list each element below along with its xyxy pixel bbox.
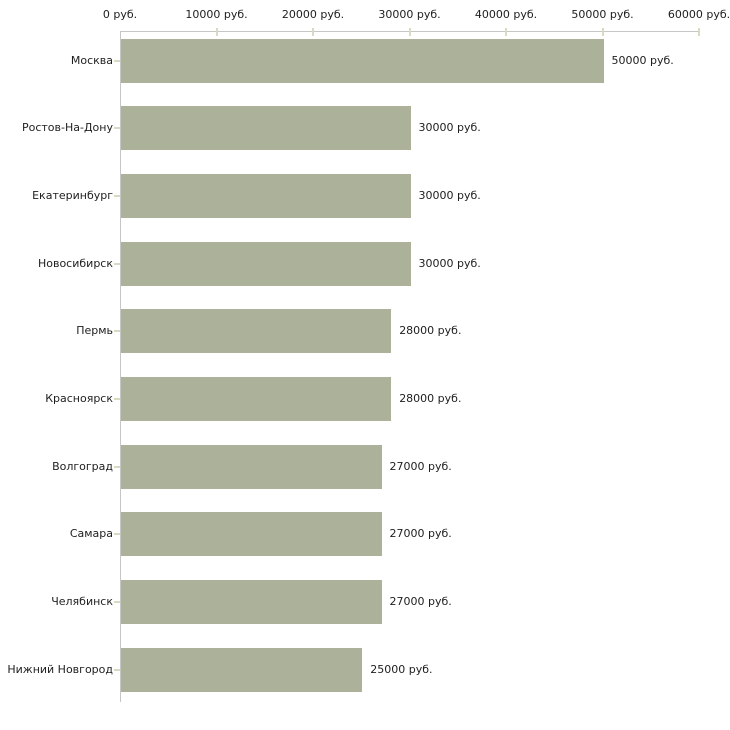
bar-row: Москва 50000 руб. — [0, 38, 730, 83]
x-axis-tick-label: 30000 руб. — [378, 8, 441, 21]
category-tick-mark — [114, 194, 120, 197]
value-label: 30000 руб. — [418, 256, 481, 270]
bar-row: Нижний Новгород 25000 руб. — [0, 647, 730, 692]
category-tick-mark — [114, 465, 120, 468]
category-tick-mark — [114, 127, 120, 130]
value-label: 27000 руб. — [389, 595, 452, 609]
bar — [121, 241, 411, 286]
bar-row: Ростов-На-Дону 30000 руб. — [0, 106, 730, 151]
value-label: 25000 руб. — [370, 662, 433, 676]
category-label: Москва — [70, 53, 113, 67]
category-tick-mark — [114, 398, 120, 400]
category-label: Пермь — [76, 324, 113, 338]
value-label: 28000 руб. — [399, 392, 462, 405]
category-label: Волгоград — [52, 459, 113, 473]
bar-row: Челябинск 27000 руб. — [0, 580, 730, 625]
bar-row: Новосибирск 30000 руб. — [0, 241, 730, 286]
category-tick-mark — [114, 668, 120, 671]
bar — [121, 444, 382, 489]
category-label: Красноярск — [45, 392, 113, 405]
value-label: 30000 руб. — [418, 121, 481, 135]
x-axis-tick-mark — [698, 28, 700, 36]
x-axis-tick-mark — [505, 28, 507, 36]
category-label: Нижний Новгород — [7, 662, 113, 676]
x-axis-tick-mark — [215, 28, 218, 36]
bar-row: Красноярск 28000 руб. — [0, 377, 730, 421]
bar — [121, 647, 363, 692]
bar-row: Пермь 28000 руб. — [0, 309, 730, 354]
value-label: 30000 руб. — [418, 188, 481, 202]
bar-row: Волгоград 27000 руб. — [0, 444, 730, 489]
category-tick-mark — [114, 330, 120, 333]
x-axis-tick-label: 60000 руб. — [667, 8, 730, 21]
x-axis-tick-label: 0 руб. — [102, 8, 138, 21]
value-label: 27000 руб. — [389, 527, 452, 541]
bar — [121, 173, 411, 218]
bar-row: Самара 27000 руб. — [0, 512, 730, 557]
bar-row: Екатеринбург 30000 руб. — [0, 173, 730, 218]
x-axis-tick-label: 20000 руб. — [281, 8, 345, 21]
x-axis-tick-mark — [601, 28, 604, 36]
bar — [121, 377, 392, 421]
category-label: Самара — [69, 527, 113, 541]
category-label: Челябинск — [51, 595, 113, 609]
category-tick-mark — [114, 262, 120, 265]
category-label: Екатеринбург — [32, 188, 113, 202]
category-label: Новосибирск — [37, 256, 113, 270]
y-axis-line — [120, 31, 121, 702]
x-axis-tick-label: 10000 руб. — [185, 8, 248, 21]
category-tick-mark — [114, 59, 120, 62]
category-tick-mark — [114, 601, 120, 604]
bar — [121, 580, 382, 625]
category-label: Ростов-На-Дону — [21, 121, 113, 135]
value-label: 27000 руб. — [389, 459, 452, 473]
x-axis-tick-mark — [312, 28, 314, 36]
x-axis-tick-label: 50000 руб. — [571, 8, 634, 21]
bar — [121, 106, 411, 151]
bar — [121, 38, 604, 83]
bar — [121, 512, 382, 557]
x-axis-tick-mark — [408, 28, 411, 36]
value-label: 28000 руб. — [399, 324, 462, 338]
value-label: 50000 руб. — [611, 53, 674, 67]
bar — [121, 309, 392, 354]
x-axis-tick-label: 40000 руб. — [474, 8, 538, 21]
category-tick-mark — [114, 533, 120, 536]
